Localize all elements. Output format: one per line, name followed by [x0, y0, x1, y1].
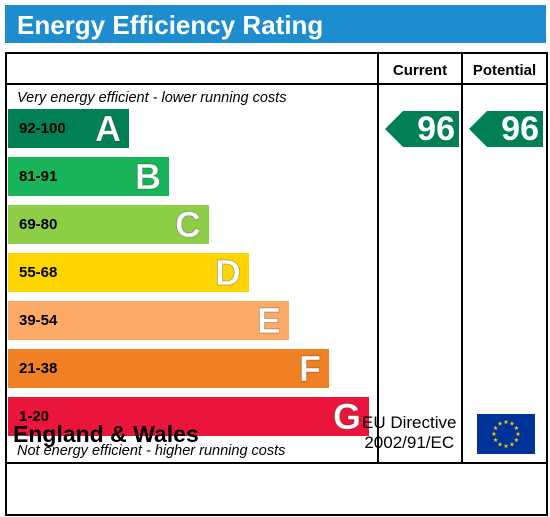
band-range: 69-80 — [19, 216, 58, 233]
band-range: 55-68 — [19, 264, 58, 281]
current-arrow-shape — [385, 111, 459, 147]
potential-rating-arrow: 96 — [469, 111, 543, 147]
page-title: Energy Efficiency Rating — [17, 10, 324, 40]
header-divider — [7, 83, 546, 85]
eu-star-icon — [497, 441, 503, 447]
bottom-note: Not energy efficient - higher running co… — [17, 443, 286, 459]
band-letter: B — [135, 156, 162, 197]
band-d: 55-68 D — [8, 253, 249, 292]
eu-star-icon — [515, 431, 521, 436]
eu-flag-icon — [477, 414, 535, 454]
eu-star-icon — [509, 441, 515, 447]
band-letter: D — [215, 252, 242, 293]
directive-line-2: 2002/91/EC — [364, 433, 455, 452]
eu-star-icon — [514, 425, 519, 430]
band-range: 21-38 — [19, 360, 58, 377]
top-note: Very energy efficient - lower running co… — [17, 90, 287, 106]
band-range: 92-100 — [19, 120, 66, 137]
current-rating-value: 96 — [417, 110, 455, 148]
eu-star-icon — [493, 437, 498, 442]
eu-star-icon — [509, 421, 515, 426]
band-b: 81-91 B — [8, 157, 169, 196]
band-range: 1-20 — [19, 408, 50, 425]
eu-directive: EU Directive 2002/91/EC — [362, 413, 456, 453]
region-label: England & Wales — [13, 421, 199, 447]
band-letter: F — [299, 348, 322, 389]
eu-star-icon — [491, 431, 497, 436]
band-f: 21-38 F — [8, 349, 329, 388]
band-c: 69-80 C — [8, 205, 209, 244]
eu-star-icon — [503, 443, 509, 448]
footer-divider — [7, 462, 546, 464]
band-letter: E — [256, 300, 281, 341]
eu-star-icon — [503, 419, 509, 424]
column-divider-potential — [461, 54, 463, 464]
eu-star-icon — [514, 437, 519, 442]
band-e: 39-54 E — [8, 301, 289, 340]
column-divider-current — [377, 54, 379, 464]
band-letter: C — [175, 204, 202, 245]
potential-rating-value: 96 — [501, 110, 539, 148]
potential-arrow-shape — [469, 111, 543, 147]
title-bar: Energy Efficiency Rating — [5, 5, 546, 43]
band-range: 81-91 — [19, 168, 58, 185]
band-letter: A — [95, 108, 122, 149]
directive-line-1: EU Directive — [362, 413, 457, 432]
rating-frame: Current Potential Very energy efficient … — [5, 52, 548, 516]
potential-column-header: Potential — [472, 62, 537, 79]
eu-stars — [491, 419, 521, 448]
band-g: 1-20 G — [8, 397, 369, 436]
band-range: 39-54 — [19, 312, 58, 329]
eu-star-icon — [497, 421, 503, 426]
band-letter: G — [332, 396, 361, 437]
current-rating-arrow: 96 — [385, 111, 459, 147]
band-a: 92-100 A — [8, 109, 129, 148]
eu-star-icon — [493, 425, 498, 430]
current-column-header: Current — [392, 62, 448, 79]
